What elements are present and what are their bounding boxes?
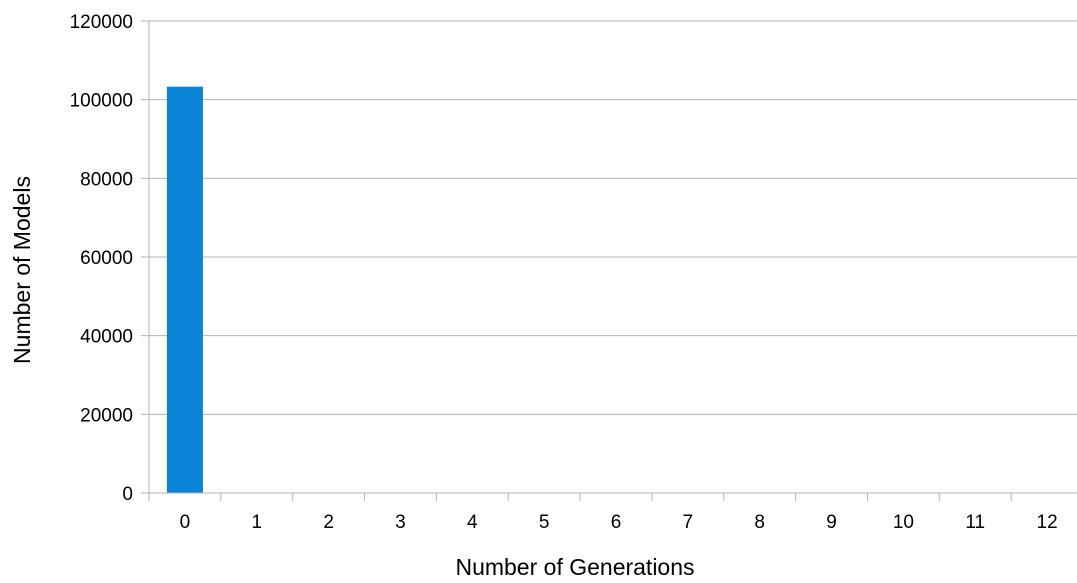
x-tick-label: 11 — [965, 512, 985, 533]
x-tick-label: 8 — [754, 512, 765, 533]
x-tick-label: 5 — [539, 512, 550, 533]
grid-layer — [149, 20, 1077, 415]
x-tick-label: 6 — [611, 512, 622, 533]
y-axis-title: Number of Models — [9, 176, 35, 364]
bar-layer — [166, 86, 203, 493]
x-tick-label: 10 — [893, 512, 914, 533]
y-tick-label: 40000 — [80, 327, 133, 348]
y-tick-label: 60000 — [80, 248, 133, 269]
y-tick-label: 120000 — [70, 12, 133, 33]
bar — [166, 86, 203, 493]
x-tick-label: 0 — [180, 512, 191, 533]
x-tick-label: 4 — [467, 512, 478, 533]
x-tick-label: 12 — [1037, 512, 1058, 533]
x-axis-title: Number of Generations — [455, 554, 694, 580]
axis-layer — [141, 20, 1077, 501]
x-tick-label: 2 — [323, 512, 334, 533]
x-tick-label: 1 — [251, 512, 262, 533]
y-tick-label: 100000 — [70, 91, 133, 112]
x-tick-label: 9 — [826, 512, 837, 533]
x-tick-label: 3 — [395, 512, 406, 533]
x-tick-label: 7 — [683, 512, 694, 533]
y-tick-label: 0 — [122, 484, 133, 505]
y-tick-label: 80000 — [80, 169, 133, 190]
y-tick-label: 20000 — [80, 405, 133, 426]
